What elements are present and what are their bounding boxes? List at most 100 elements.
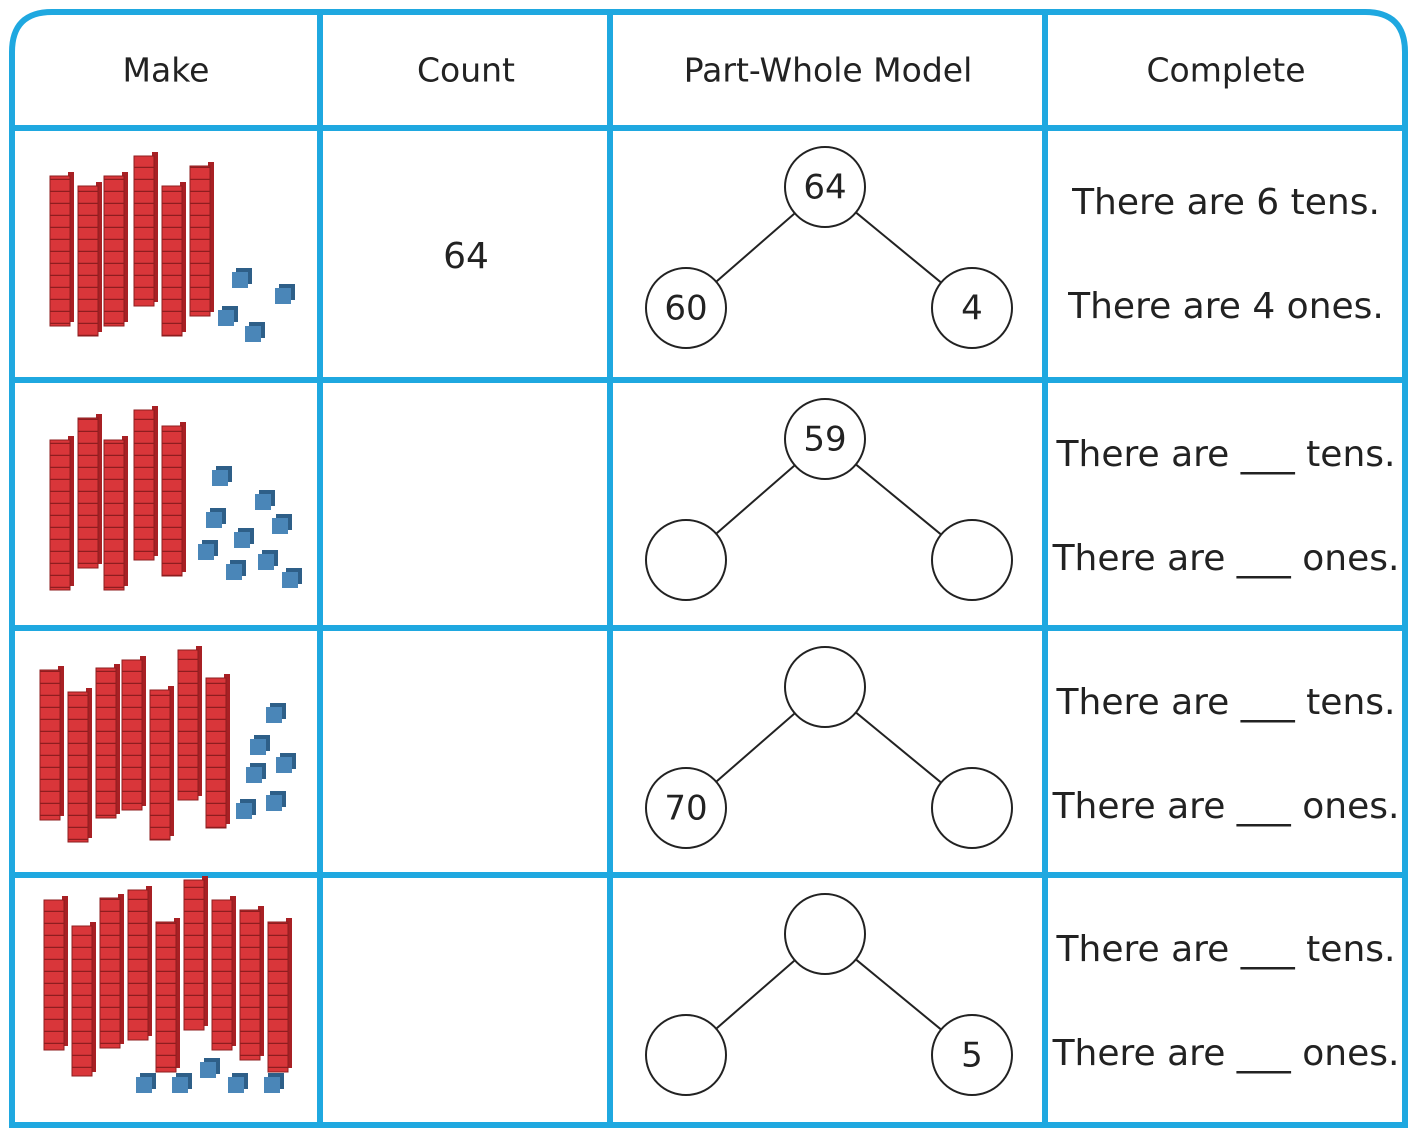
rod <box>67 691 89 843</box>
cube <box>200 1062 216 1078</box>
cube <box>245 326 261 342</box>
cube <box>206 512 222 528</box>
cube <box>282 572 298 588</box>
cube <box>234 532 250 548</box>
model-link <box>855 211 942 284</box>
model-circle <box>784 398 866 480</box>
rod <box>133 409 155 561</box>
model-circle <box>784 893 866 975</box>
rod <box>189 165 211 317</box>
rod <box>71 925 93 1077</box>
rod-side <box>68 172 74 322</box>
model-circle <box>784 646 866 728</box>
rod <box>239 909 261 1061</box>
rod-side <box>224 674 230 824</box>
rod-side <box>180 422 186 572</box>
cube <box>212 470 228 486</box>
model-link <box>715 959 796 1030</box>
model-number: 59 <box>803 420 846 460</box>
complete-sentence: There are ___ ones. <box>1052 786 1400 827</box>
table-border <box>9 9 1408 1128</box>
complete-sentence: There are ___ tens. <box>1056 929 1396 970</box>
rod-side <box>202 876 208 1026</box>
cube <box>226 564 242 580</box>
cube <box>218 310 234 326</box>
rod <box>177 649 199 801</box>
rod <box>211 899 233 1051</box>
rod <box>95 667 117 819</box>
cube <box>275 288 291 304</box>
rod <box>133 155 155 307</box>
rod <box>155 921 177 1073</box>
cube <box>246 767 262 783</box>
rod-side <box>118 894 124 1044</box>
rod <box>205 677 227 829</box>
cube <box>172 1077 188 1093</box>
rod-side <box>140 656 146 806</box>
model-number: 4 <box>961 289 983 329</box>
cube <box>272 518 288 534</box>
rod <box>161 425 183 577</box>
cube <box>255 494 271 510</box>
rod <box>267 921 289 1073</box>
complete-sentence: There are ___ tens. <box>1056 434 1396 475</box>
cube <box>276 757 292 773</box>
cube <box>258 554 274 570</box>
complete-sentence: There are ___ ones. <box>1052 538 1400 579</box>
model-number: 5 <box>961 1036 983 1076</box>
complete-sentence: There are ___ ones. <box>1052 1033 1400 1074</box>
rod <box>39 669 61 821</box>
rod-side <box>174 918 180 1068</box>
rod-side <box>122 436 128 586</box>
model-link <box>715 464 796 535</box>
rod <box>77 185 99 337</box>
rod <box>149 689 171 841</box>
rod-side <box>62 896 68 1046</box>
complete-sentence: There are 4 ones. <box>1067 286 1384 327</box>
rod <box>43 899 65 1051</box>
cube <box>236 803 252 819</box>
column-header: Part-Whole Model <box>684 51 973 90</box>
rod-side <box>196 646 202 796</box>
rod <box>103 439 125 591</box>
column-header: Complete <box>1146 51 1305 90</box>
complete-sentence: There are 6 tens. <box>1071 182 1380 223</box>
model-circle <box>931 519 1013 601</box>
rod-side <box>152 152 158 302</box>
model-circle <box>645 519 727 601</box>
cube <box>250 739 266 755</box>
rod <box>121 659 143 811</box>
model-circle <box>645 1014 727 1096</box>
rod <box>183 879 205 1031</box>
rod-side <box>286 918 292 1068</box>
rod-side <box>68 436 74 586</box>
count-value: 64 <box>443 236 489 277</box>
model-number: 60 <box>664 289 707 329</box>
rod-side <box>86 688 92 838</box>
rod-side <box>180 182 186 332</box>
rod <box>127 889 149 1041</box>
model-link <box>855 711 942 784</box>
cube <box>264 1077 280 1093</box>
rod-side <box>114 664 120 814</box>
model-number: 70 <box>664 789 707 829</box>
rod-side <box>208 162 214 312</box>
grid <box>12 12 1405 1128</box>
column-header: Make <box>123 51 210 90</box>
model-circle <box>784 146 866 228</box>
column-header: Count <box>417 51 515 90</box>
model-link <box>855 463 942 536</box>
rod-side <box>230 896 236 1046</box>
rod <box>161 185 183 337</box>
rod-side <box>122 172 128 322</box>
rod <box>49 439 71 591</box>
rod-side <box>168 686 174 836</box>
rod-side <box>258 906 264 1056</box>
complete-sentence: There are ___ tens. <box>1056 682 1396 723</box>
model-circle <box>645 267 727 349</box>
model-number: 64 <box>803 168 846 208</box>
rod <box>103 175 125 327</box>
cube <box>232 272 248 288</box>
rod-side <box>58 666 64 816</box>
